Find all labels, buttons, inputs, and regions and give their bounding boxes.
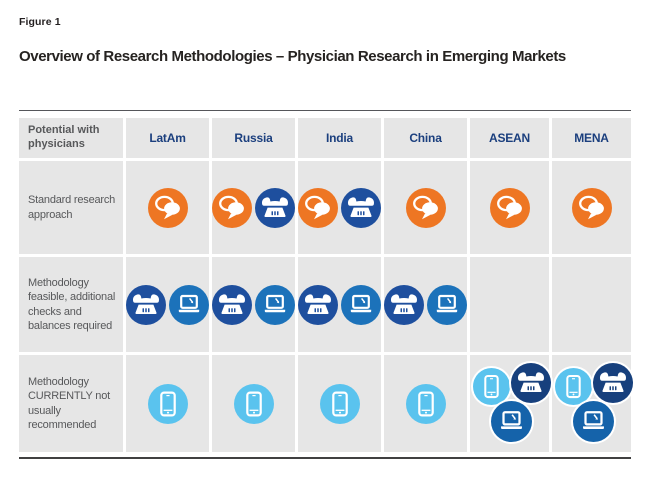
cell-asean-row0 (470, 161, 549, 254)
laptop-icon (255, 284, 295, 325)
bottom-divider (19, 457, 631, 459)
smartphone-icon (473, 368, 510, 405)
smartphone-icon (233, 383, 274, 424)
laptop-icon (573, 401, 614, 442)
speech-bubbles-icon (212, 187, 252, 228)
speech-bubbles-icon (298, 187, 338, 228)
row-label-0: Standard research approach (19, 161, 123, 254)
cell-india-row2 (298, 355, 381, 452)
speech-bubbles-icon (571, 187, 612, 228)
telephone-icon (341, 187, 381, 228)
cell-china-row1 (384, 257, 467, 352)
smartphone-icon (405, 383, 446, 424)
smartphone-icon (319, 383, 360, 424)
column-header-russia: Russia (212, 118, 295, 158)
telephone-icon (511, 363, 551, 403)
cell-mena-row2 (552, 355, 633, 452)
corner-header: Potential with physicians (19, 118, 123, 158)
smartphone-icon (147, 383, 188, 424)
cell-latam-row0 (126, 161, 209, 254)
figure-label: Figure 1 (19, 16, 61, 28)
cell-china-row0 (384, 161, 467, 254)
laptop-icon (427, 284, 467, 325)
figure-title: Overview of Research Methodologies – Phy… (19, 48, 566, 65)
column-header-latam: LatAm (126, 118, 209, 158)
cell-asean-row2 (470, 355, 551, 452)
speech-bubbles-icon (405, 187, 446, 228)
methodology-table: Potential with physicians LatAm Russia Indi… (19, 118, 633, 452)
cell-russia-row0 (212, 161, 295, 254)
column-header-asean: ASEAN (470, 118, 549, 158)
cell-latam-row1 (126, 257, 209, 352)
cell-mena-row1 (552, 257, 631, 352)
cell-india-row0 (298, 161, 381, 254)
telephone-icon (593, 363, 633, 403)
cell-russia-row1 (212, 257, 295, 352)
cell-china-row2 (384, 355, 467, 452)
laptop-icon (491, 401, 532, 442)
speech-bubbles-icon (147, 187, 188, 228)
cell-latam-row2 (126, 355, 209, 452)
telephone-icon (126, 284, 166, 325)
row-label-2: Methodology CURRENTLY not usually recomm… (19, 355, 123, 452)
laptop-icon (341, 284, 381, 325)
column-header-india: India (298, 118, 381, 158)
column-header-mena: MENA (552, 118, 631, 158)
row-label-1: Methodology feasible, additional checks … (19, 257, 123, 352)
telephone-icon (255, 187, 295, 228)
laptop-icon (169, 284, 209, 325)
cell-mena-row0 (552, 161, 631, 254)
column-header-china: China (384, 118, 467, 158)
speech-bubbles-icon (489, 187, 530, 228)
cell-india-row1 (298, 257, 381, 352)
top-divider (19, 110, 631, 111)
cell-asean-row1 (470, 257, 549, 352)
telephone-icon (298, 284, 338, 325)
cell-russia-row2 (212, 355, 295, 452)
telephone-icon (384, 284, 424, 325)
telephone-icon (212, 284, 252, 325)
smartphone-icon (555, 368, 592, 405)
